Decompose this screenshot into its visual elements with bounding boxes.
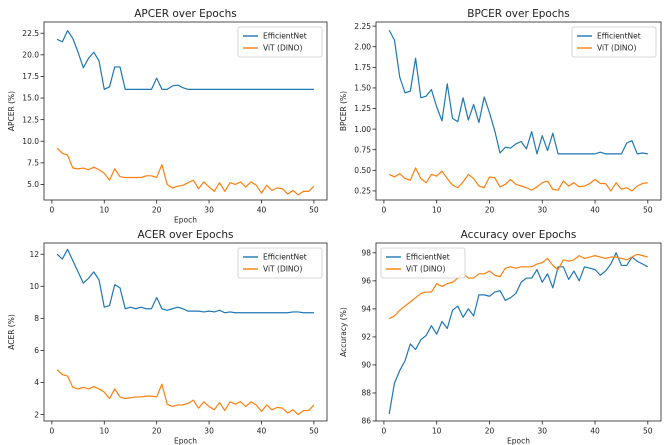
x-tick-label: 0 [49, 206, 54, 215]
y-tick-label: 7.5 [27, 159, 39, 168]
x-tick-label: 20 [485, 427, 495, 436]
y-tick-label: 98 [361, 249, 371, 258]
legend-box [237, 247, 323, 279]
x-tick-label: 50 [643, 206, 653, 215]
chart-panel-1: APCER over Epochs 0 10 20 30 40 50 5.0 7.5 10.0 12… [7, 8, 328, 225]
chart-panel-3: ACER over Epochs 0 10 20 30 40 50 2 4 6 8 10 12 Epoch… [7, 229, 328, 445]
y-tick-label: 15.0 [22, 94, 39, 103]
chart-panel-2: BPCER over Epochs 0 10 20 30 40 50 0.25 0.50 0.75… [339, 8, 662, 215]
x-tick-label: 40 [590, 206, 600, 215]
y-axis-label: ACER (%) [7, 314, 16, 350]
y-tick-label: 2 [34, 410, 39, 419]
legend-box [380, 247, 466, 279]
legend: EfficientNet ViT (DINO) [237, 26, 323, 58]
plot-frame [375, 21, 662, 201]
x-tick-label: 0 [382, 427, 387, 436]
y-tick-label: 8 [34, 314, 39, 323]
y-tick-label: 6 [34, 346, 39, 355]
x-tick-label: 10 [99, 427, 109, 436]
y-tick-label: 10 [29, 282, 39, 291]
legend: EfficientNet ViT (DINO) [380, 247, 466, 279]
y-tick-label: 0.25 [354, 187, 371, 196]
y-tick-label: 1.00 [354, 125, 371, 134]
chart-title: BPCER over Epochs [467, 8, 570, 20]
series-line-efficientnet [56, 248, 314, 314]
y-tick-label: 1.50 [354, 84, 371, 93]
legend-label: ViT (DINO) [406, 265, 445, 274]
x-tick-label: 50 [643, 427, 653, 436]
x-axis-label: Epoch [174, 437, 197, 445]
series-line-vit-dino [56, 147, 315, 196]
legend: EfficientNet ViT (DINO) [237, 247, 323, 279]
x-tick-label: 40 [257, 206, 267, 215]
x-tick-label: 30 [537, 427, 547, 436]
y-tick-label: 94 [361, 305, 371, 314]
legend-label: EfficientNet [263, 253, 307, 262]
y-tick-label: 2.00 [354, 42, 371, 51]
x-tick-label: 20 [152, 427, 162, 436]
x-tick-label: 30 [204, 206, 214, 215]
y-axis-label: Accuracy (%) [339, 307, 348, 357]
y-tick-label: 96 [361, 277, 371, 286]
y-tick-label: 0.50 [354, 166, 371, 175]
legend: EfficientNet ViT (DINO) [571, 26, 657, 58]
chart-title: ACER over Epochs [138, 229, 234, 241]
x-tick-label: 30 [537, 206, 547, 215]
y-tick-label: 10.0 [22, 137, 39, 146]
x-tick-label: 0 [49, 427, 54, 436]
y-tick-label: 1.25 [354, 104, 371, 113]
y-tick-label: 2.25 [354, 22, 371, 31]
legend-label: ViT (DINO) [597, 44, 636, 53]
legend-label: EfficientNet [597, 32, 641, 41]
series-line-vit-dino [388, 253, 648, 320]
y-tick-label: 12 [29, 250, 39, 259]
x-tick-label: 50 [309, 427, 319, 436]
y-tick-label: 92 [361, 333, 371, 342]
x-tick-label: 30 [204, 427, 214, 436]
y-tick-label: 1.75 [354, 63, 371, 72]
y-tick-label: 22.5 [22, 29, 39, 38]
x-tick-label: 10 [432, 206, 442, 215]
chart-title: Accuracy over Epochs [461, 229, 577, 241]
y-tick-label: 90 [361, 361, 371, 370]
y-tick-label: 12.5 [22, 115, 39, 124]
series-line-vit-dino [388, 167, 648, 192]
x-tick-label: 20 [485, 206, 495, 215]
x-axis-label: Epoch [507, 437, 530, 445]
legend-box [571, 26, 657, 58]
y-tick-label: 20.0 [22, 51, 39, 60]
x-tick-label: 40 [590, 427, 600, 436]
plot-frame [43, 242, 328, 422]
y-tick-label: 4 [34, 378, 39, 387]
series-line-vit-dino [56, 369, 315, 416]
y-tick-label: 17.5 [22, 72, 39, 81]
x-tick-label: 10 [99, 206, 109, 215]
legend-label: ViT (DINO) [263, 265, 302, 274]
legend-label: ViT (DINO) [263, 44, 302, 53]
x-tick-label: 50 [309, 206, 319, 215]
chart-panel-4: Accuracy over Epochs 0 10 20 30 40 50 86 88 90 92 9… [339, 229, 662, 445]
legend-box [237, 26, 323, 58]
series-line-efficientnet [56, 30, 314, 91]
y-tick-label: 5.0 [27, 180, 39, 189]
y-axis-label: APCER (%) [7, 91, 16, 131]
plot-frame [375, 242, 662, 422]
chart-title: APCER over Epochs [134, 8, 237, 20]
series-line-efficientnet [388, 29, 648, 155]
x-axis-label: Epoch [174, 216, 197, 225]
y-tick-label: 0.75 [354, 145, 371, 154]
legend-label: EfficientNet [263, 32, 307, 41]
series-line-efficientnet [388, 252, 649, 415]
y-tick-label: 88 [361, 389, 371, 398]
legend-label: EfficientNet [406, 253, 450, 262]
x-tick-label: 20 [152, 206, 162, 215]
y-tick-label: 86 [361, 417, 371, 426]
x-tick-label: 0 [382, 206, 387, 215]
plot-frame [43, 21, 328, 201]
x-tick-label: 10 [432, 427, 442, 436]
y-axis-label: BPCER (%) [339, 91, 348, 131]
x-tick-label: 40 [257, 427, 267, 436]
